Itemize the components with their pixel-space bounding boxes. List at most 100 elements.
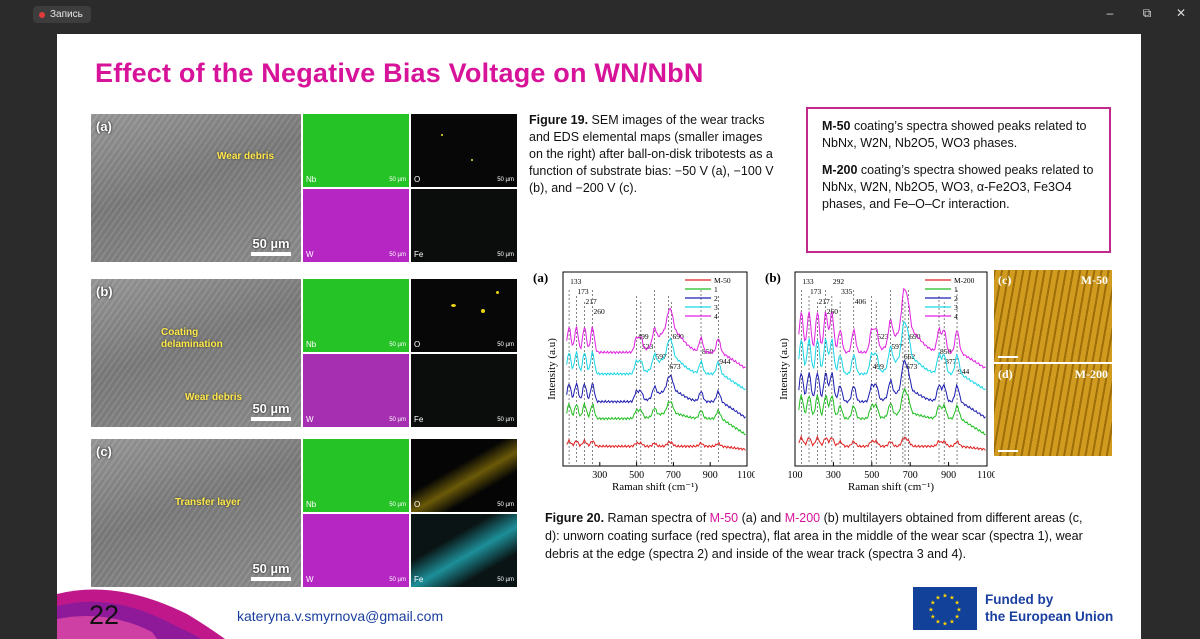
figure-19-label: Figure 19. <box>529 113 589 127</box>
map-scale: 50 µm <box>497 577 514 583</box>
eds-map-w: W 50 µm <box>303 189 409 262</box>
caption-text: (a) and <box>738 511 785 525</box>
peak-label: 673 <box>669 362 681 371</box>
element-label: Nb <box>306 340 317 349</box>
x-tick-label: 900 <box>703 470 718 481</box>
eu-star-icon: ★ <box>928 607 933 614</box>
peak-label: 406 <box>855 297 867 306</box>
eu-star-icon: ★ <box>954 600 959 607</box>
element-label: Fe <box>414 575 424 584</box>
annotation-transfer-layer: Transfer layer <box>175 497 241 508</box>
peak-label: 523 <box>642 342 654 351</box>
restore-button[interactable]: ⧉ <box>1142 6 1152 20</box>
peak-label: 523 <box>877 332 889 341</box>
raman-chart-b: (b) 100 300 500 700 900 1100 Raman shift (cm⁻¹)… <box>765 270 995 493</box>
spectrum-line-1 <box>566 401 746 436</box>
eu-star-icon: ★ <box>942 621 947 628</box>
figure-19-caption: Figure 19. SEM images of the wear tracks… <box>529 112 777 197</box>
sem-image-c: (c) Transfer layer 50 µm <box>91 439 301 587</box>
peak-label: 499 <box>637 332 649 341</box>
eu-star-icon: ★ <box>935 619 940 626</box>
scale-label: 50 µm <box>252 236 290 251</box>
spectrum-line-M-200 <box>798 435 986 452</box>
peak-label: 335 <box>841 287 853 296</box>
scale-bar: 50 µm <box>251 401 291 421</box>
m50-highlight: M-50 <box>709 511 739 525</box>
element-label: Fe <box>414 415 424 424</box>
annotation-coating-delamination: Coating delamination <box>161 327 223 350</box>
peak-label: 690 <box>909 332 921 341</box>
recording-indicator[interactable]: Запись <box>33 6 91 23</box>
minimize-button[interactable]: – <box>1106 6 1114 20</box>
map-scale: 50 µm <box>497 342 514 348</box>
eu-star-icon: ★ <box>930 614 935 621</box>
eds-map-w: W 50 µm <box>303 514 409 587</box>
m50-summary: coating’s spectra showed peaks related t… <box>822 119 1087 150</box>
legend-label: 2 <box>714 294 718 303</box>
plot-frame <box>562 271 748 467</box>
element-label: Fe <box>414 250 424 259</box>
eds-map-o: O 50 µm <box>411 114 517 187</box>
panel-label: (b) <box>96 284 113 299</box>
close-button[interactable]: ✕ <box>1175 6 1187 20</box>
panel-label: (a) <box>533 270 548 285</box>
scale-bar <box>998 450 1018 452</box>
author-email: kateryna.v.smyrnova@gmail.com <box>237 608 444 624</box>
y-axis-label: Intensity (a.u) <box>546 338 558 400</box>
peak-label: 597 <box>655 352 667 361</box>
x-tick-label: 100 <box>788 470 803 481</box>
legend-label: 1 <box>954 285 958 294</box>
element-label: O <box>414 500 421 509</box>
legend-label: 4 <box>714 312 718 321</box>
eds-map-fe: Fe 50 µm <box>411 189 517 262</box>
slide-title: Effect of the Negative Bias Voltage on W… <box>95 58 704 88</box>
eds-map-nb: Nb 50 µm <box>303 279 409 352</box>
map-scale: 50 µm <box>389 502 406 508</box>
recording-toolbar: Запись – ⧉ ✕ <box>0 0 1200 30</box>
eds-map-o: O 50 µm <box>411 439 517 512</box>
peak-label: 173 <box>577 287 589 296</box>
peak-label: 673 <box>906 362 918 371</box>
map-scale: 50 µm <box>389 342 406 348</box>
peak-label: 690 <box>673 332 685 341</box>
sample-name: M-200 <box>1074 367 1108 381</box>
peak-label: 877 <box>945 357 957 366</box>
panel-label: (c) <box>998 273 1012 287</box>
sample-name: M-50 <box>1080 273 1108 287</box>
m200-summary: coating’s spectra showed peaks related t… <box>822 163 1094 211</box>
x-tick-label: 1100 <box>737 470 755 481</box>
peak-label: 499 <box>873 362 885 371</box>
eu-line-1: Funded by <box>985 592 1054 607</box>
raman-chart-a: (a) 300 500 700 900 1100 Raman shift (cm⁻¹) Int… <box>533 270 755 493</box>
panel-label: (b) <box>765 270 781 285</box>
peak-label: 133 <box>570 277 582 286</box>
element-label: O <box>414 175 421 184</box>
eu-star-icon: ★ <box>935 594 940 601</box>
x-tick-label: 700 <box>666 470 681 481</box>
peak-label: 850 <box>940 347 952 356</box>
eds-map-w: W 50 µm <box>303 354 409 427</box>
legend-label: 3 <box>954 303 958 312</box>
spectrum-line-4 <box>566 307 746 369</box>
peak-label: 292 <box>833 277 845 286</box>
peak-label: 217 <box>586 297 598 306</box>
eu-star-icon: ★ <box>942 593 947 600</box>
panel-label: (d) <box>998 367 1013 381</box>
legend-label: 3 <box>714 303 718 312</box>
scale-bar: 50 µm <box>251 561 291 581</box>
element-label: Nb <box>306 175 317 184</box>
panel-label: (a) <box>96 119 112 134</box>
x-tick-label: 500 <box>864 470 879 481</box>
eu-star-icon: ★ <box>949 619 954 626</box>
eu-star-icon: ★ <box>949 594 954 601</box>
eds-map-nb: Nb 50 µm <box>303 114 409 187</box>
caption-text: (b) multilayers obtained from different … <box>545 511 1083 561</box>
element-label: W <box>306 250 314 259</box>
y-axis-label: Intensity (a.u) <box>778 338 790 400</box>
peak-label: 217 <box>818 297 830 306</box>
element-label: O <box>414 340 421 349</box>
x-tick-label: 500 <box>629 470 644 481</box>
presentation-slide: Effect of the Negative Bias Voltage on W… <box>57 34 1141 639</box>
footer-swoosh-graphic <box>57 589 225 639</box>
peak-label: 662 <box>904 352 916 361</box>
